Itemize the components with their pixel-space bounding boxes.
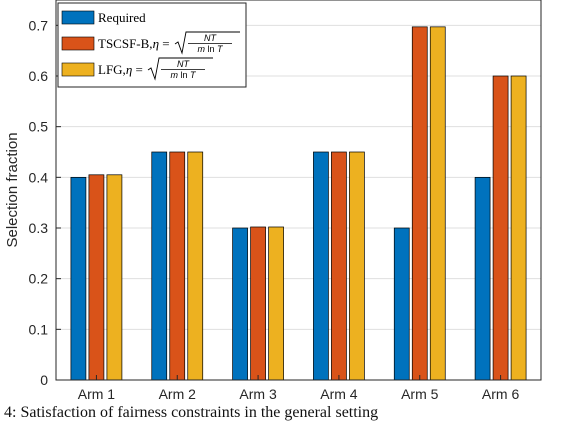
- svg-text:LFG,η =: LFG,η =: [98, 62, 143, 77]
- y-tick-label: 0.3: [29, 220, 49, 236]
- legend-swatch-required: [61, 10, 95, 25]
- bar-tscsf-b-3: [250, 226, 266, 381]
- y-tick-label: 0.1: [29, 321, 49, 337]
- bar-required-4: [313, 151, 329, 381]
- y-axis-ticks: 0 0.1 0.2 0.3 0.4 0.5 0.6 0.7: [29, 17, 61, 388]
- x-tick-label: Arm 3: [239, 386, 277, 400]
- legend-swatch-tscsf: [61, 36, 95, 51]
- legend-label-lfg: LFG,η = NT m ln T: [98, 57, 213, 81]
- y-tick-label: 0.2: [29, 271, 49, 287]
- legend-label-required: Required: [98, 10, 146, 25]
- bar-required-6: [474, 176, 491, 381]
- bar-required-5: [393, 227, 410, 381]
- y-tick-label: 0.4: [29, 169, 49, 185]
- bar-tscsf-b-2: [169, 151, 186, 381]
- x-tick-label: Arm 4: [320, 386, 358, 400]
- bar-lfg-4: [349, 151, 365, 381]
- y-tick-label: 0.6: [29, 68, 49, 84]
- svg-text:m ln T: m ln T: [197, 44, 224, 54]
- legend: Required TSCSF-B,η = NT m ln T LFG,η = N…: [57, 2, 247, 88]
- bar-tscsf-b-1: [88, 174, 105, 381]
- x-axis-ticks: Arm 1 Arm 2 Arm 3 Arm 4 Arm 5 Arm 6: [78, 375, 520, 402]
- x-tick-label: Arm 5: [401, 386, 439, 400]
- svg-text:NT: NT: [204, 33, 217, 43]
- bar-lfg-6: [510, 75, 527, 381]
- bars: [70, 26, 527, 381]
- bar-lfg-5: [429, 26, 446, 381]
- svg-text:m ln T: m ln T: [170, 70, 197, 80]
- y-tick-label: 0: [40, 372, 48, 388]
- y-tick-label: 0.5: [29, 119, 49, 135]
- plot-frame: [55, 0, 542, 381]
- y-axis-label: Selection fraction: [4, 132, 21, 247]
- bar-required-2: [151, 151, 168, 381]
- bar-required-1: [70, 176, 87, 381]
- x-tick-label: Arm 1: [78, 386, 116, 400]
- x-tick-label: Arm 6: [482, 386, 520, 400]
- bar-tscsf-b-6: [492, 75, 509, 381]
- svg-text:TSCSF-B,η =: TSCSF-B,η =: [98, 36, 170, 51]
- bar-chart: 00.10.20.30.40.50.60.7 Arm 1 Arm 2 Arm 3 Ar…: [4, 0, 542, 402]
- legend-swatch-lfg: [61, 62, 95, 77]
- svg-text:NT: NT: [177, 59, 190, 69]
- bar-lfg-1: [106, 174, 123, 381]
- y-tick-label: 0.7: [29, 17, 49, 33]
- bar-required-3: [232, 227, 248, 381]
- figure-caption: 4: Satisfaction of fairness constraints …: [4, 404, 379, 421]
- legend-label-tscsf: TSCSF-B,η = NT m ln T: [98, 31, 240, 55]
- bar-lfg-3: [268, 226, 284, 381]
- bar-lfg-2: [187, 151, 204, 381]
- bar-tscsf-b-5: [411, 26, 428, 381]
- x-tick-label: Arm 2: [159, 386, 197, 400]
- bar-tscsf-b-4: [331, 151, 347, 381]
